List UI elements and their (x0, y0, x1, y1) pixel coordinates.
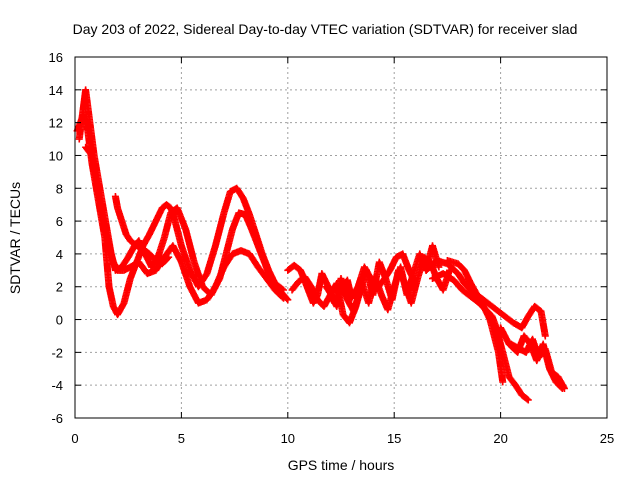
plot-frame (74, 56, 608, 419)
series-track-7 (322, 250, 419, 310)
data-point (280, 294, 288, 302)
series-track-4 (111, 192, 173, 268)
series-track-10 (443, 256, 507, 386)
chart-title: Day 203 of 2022, Sidereal Day-to-day VTE… (73, 21, 578, 37)
y-tick-label: 10 (49, 148, 63, 163)
y-tick-label: 0 (56, 313, 63, 328)
y-tick-label: 2 (56, 280, 63, 295)
y-tick-labels: -6 -4 -2 0 2 4 6 8 10 12 14 16 (49, 50, 63, 426)
data-point (278, 293, 286, 301)
y-tick-label: 12 (49, 116, 63, 131)
data-point (411, 279, 419, 287)
data-point (560, 384, 568, 392)
y-tick-label: -4 (51, 378, 63, 393)
y-tick-label: 14 (49, 83, 63, 98)
data-point (284, 296, 292, 304)
y-tick-label: 4 (56, 247, 63, 262)
x-tick-label: 25 (600, 431, 614, 446)
data-series (73, 86, 568, 404)
grid-lines (75, 57, 607, 418)
x-tick-label: 15 (387, 431, 401, 446)
y-tick-label: -2 (51, 345, 63, 360)
y-tick-label: 8 (56, 181, 63, 196)
y-axis-label: SDTVAR / TECUs (7, 182, 23, 294)
x-tick-label: 10 (281, 431, 295, 446)
x-tick-label: 20 (493, 431, 507, 446)
series-track-9 (429, 270, 532, 404)
x-tick-label: 5 (178, 431, 185, 446)
data-point (524, 396, 532, 404)
x-tick-label: 0 (71, 431, 78, 446)
y-tick-label: 16 (49, 50, 63, 65)
axis-ticks (74, 56, 608, 419)
data-point (164, 254, 172, 262)
data-point (541, 332, 549, 340)
data-point (435, 263, 443, 271)
series-track-3 (82, 143, 288, 307)
data-point (499, 378, 507, 386)
data-point (165, 253, 173, 261)
x-tick-labels: 0 5 10 15 20 25 (71, 431, 614, 446)
series-track-12 (507, 335, 568, 392)
data-point (523, 395, 531, 403)
y-tick-label: 6 (56, 214, 63, 229)
y-tick-label: -6 (51, 411, 63, 426)
series-track-8 (422, 256, 549, 340)
x-axis-label: GPS time / hours (288, 457, 395, 473)
